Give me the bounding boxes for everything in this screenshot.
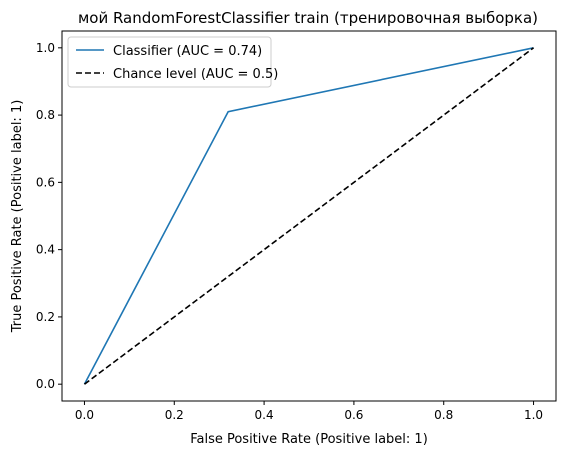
y-axis-label: True Positive Rate (Positive label: 1) bbox=[10, 100, 25, 334]
y-tick-label: 0.8 bbox=[36, 108, 55, 122]
legend: Classifier (AUC = 0.74) Chance level (AU… bbox=[67, 36, 278, 88]
chance-level-line bbox=[83, 47, 535, 385]
legend-box bbox=[67, 36, 272, 88]
legend-label-chance: Chance level (AUC = 0.5) bbox=[113, 67, 278, 82]
x-tick-label: 0.0 bbox=[75, 408, 94, 422]
y-tick-label: 0.6 bbox=[36, 175, 55, 189]
classifier-roc-line bbox=[83, 47, 534, 385]
series-layer bbox=[83, 47, 535, 385]
x-axis-label: False Positive Rate (Positive label: 1) bbox=[190, 432, 428, 447]
x-tick-label: 0.6 bbox=[344, 408, 363, 422]
x-tick-label: 0.2 bbox=[165, 408, 184, 422]
legend-label-classifier: Classifier (AUC = 0.74) bbox=[113, 44, 262, 59]
y-tick-label: 0.4 bbox=[36, 243, 55, 257]
chart-title: мой RandomForestClassifier train (тренир… bbox=[78, 9, 538, 27]
x-tick-label: 0.8 bbox=[434, 408, 453, 422]
y-tick-label: 1.0 bbox=[36, 41, 55, 55]
x-axis: 0.0 0.2 0.4 0.6 0.8 1.0 bbox=[75, 401, 543, 422]
plot-area bbox=[61, 30, 557, 402]
y-tick-label: 0.2 bbox=[36, 310, 55, 324]
y-axis: 0.0 0.2 0.4 0.6 0.8 1.0 bbox=[36, 41, 62, 391]
x-tick-label: 1.0 bbox=[524, 408, 543, 422]
x-tick-label: 0.4 bbox=[255, 408, 274, 422]
y-tick-label: 0.0 bbox=[36, 377, 55, 391]
